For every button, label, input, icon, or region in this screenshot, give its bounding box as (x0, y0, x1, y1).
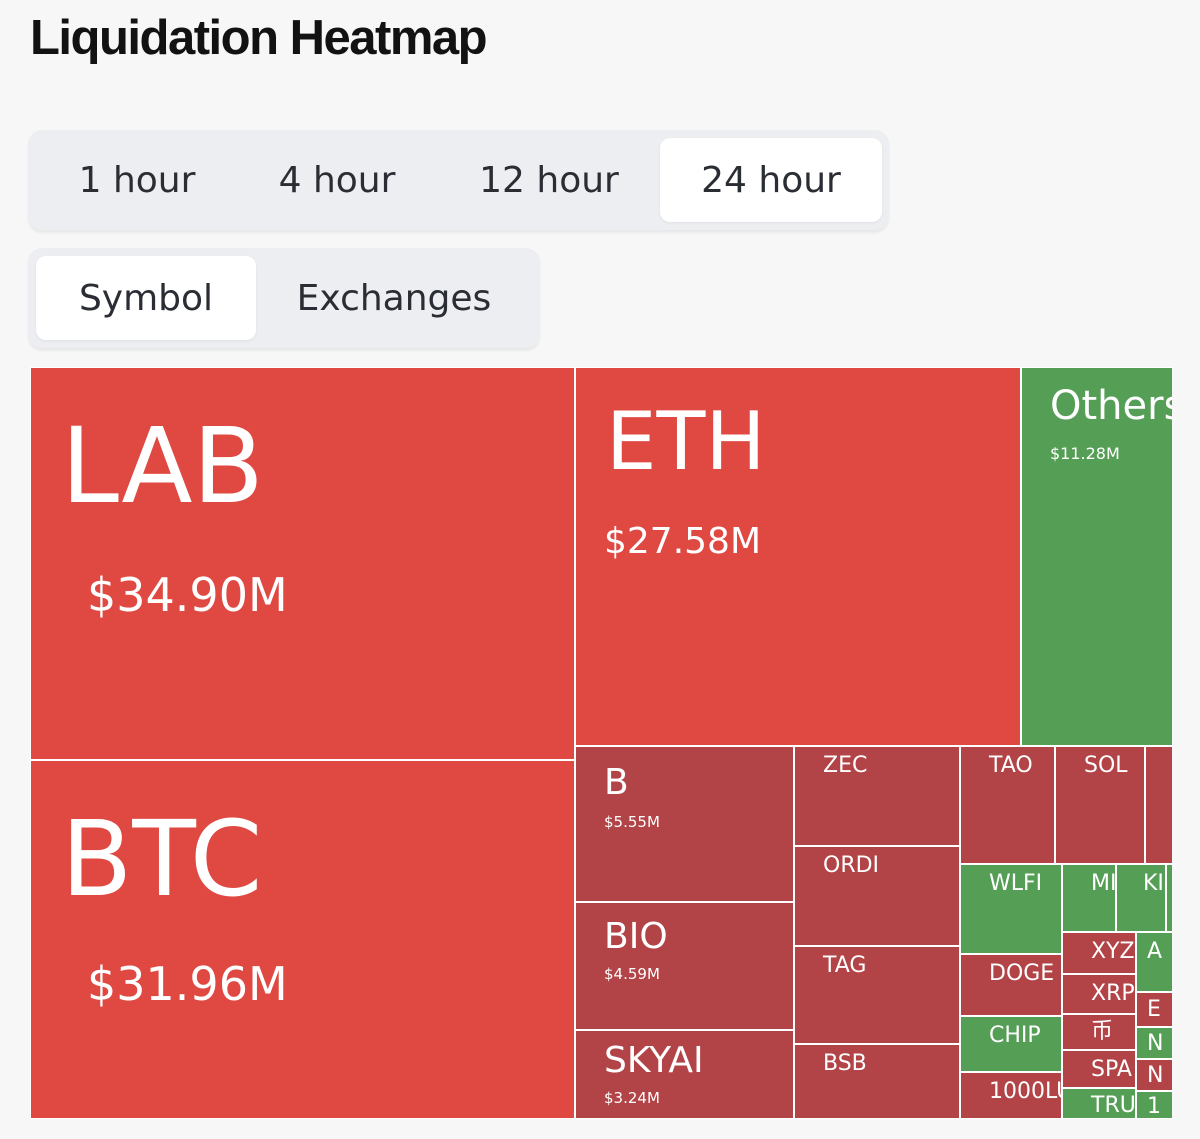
tile-symbol: CHIP (989, 1023, 1041, 1048)
tab-12-hour[interactable]: 12 hour (479, 159, 619, 201)
tile-symbol: TAO (989, 753, 1033, 778)
page-title: Liquidation Heatmap (30, 11, 488, 65)
tile-others[interactable]: Others $11.28M (1021, 367, 1172, 746)
tile-symbol: ORDI (823, 853, 880, 878)
tile-b[interactable]: B $5.55M (575, 746, 794, 902)
tile-wlfi[interactable]: WLFI (960, 864, 1062, 954)
tile-sol[interactable]: SOL (1055, 746, 1145, 864)
tile-symbol: N (1147, 1031, 1164, 1056)
tile-value: $34.90M (87, 568, 288, 622)
tile-symbol: KI (1143, 871, 1164, 896)
tile-mi[interactable]: MI (1062, 864, 1116, 932)
tab-exchanges[interactable]: Exchanges (296, 277, 492, 319)
tile-symbol: XRP (1091, 981, 1135, 1006)
tile-ordi[interactable]: ORDI (794, 846, 960, 946)
tile-xrp[interactable]: XRP (1062, 974, 1136, 1014)
tile-symbol: LAB (61, 405, 264, 527)
tile-xyz[interactable]: XYZ (1062, 932, 1136, 974)
liquidation-heatmap: LAB $34.90M BTC $31.96M ETH $27.58M Othe… (30, 367, 1172, 1119)
tile-symbol: SKYAI (604, 1040, 704, 1081)
time-range-tabs: 1 hour 4 hour 12 hour 24 hour (28, 130, 889, 230)
tile-symbol: ZEC (823, 753, 868, 778)
tile-unlabeled-2[interactable] (1166, 864, 1172, 932)
tile-symbol: A (1147, 939, 1163, 964)
tile-symbol: 1000LU (989, 1079, 1061, 1104)
tile-lab[interactable]: LAB $34.90M (30, 367, 575, 760)
tab-1-hour[interactable]: 1 hour (78, 159, 196, 201)
tile-value: $31.96M (87, 957, 288, 1011)
tile-1[interactable]: 1 (1136, 1091, 1172, 1119)
tile-ki[interactable]: KI (1116, 864, 1166, 932)
tile-btc[interactable]: BTC $31.96M (30, 760, 575, 1119)
tile-1000lu[interactable]: 1000LU (960, 1072, 1062, 1119)
tile-value: $27.58M (604, 521, 762, 562)
group-by-tabs: Symbol Exchanges (28, 248, 540, 348)
tile-eth[interactable]: ETH $27.58M (575, 367, 1021, 746)
tile-bi[interactable]: 币 (1062, 1014, 1136, 1050)
tile-symbol: BIO (604, 916, 668, 957)
tile-n-1[interactable]: N (1136, 1027, 1172, 1059)
tile-symbol: B (604, 762, 629, 803)
tile-tao[interactable]: TAO (960, 746, 1055, 864)
tile-symbol: BTC (61, 798, 263, 920)
tile-symbol: TRU (1091, 1093, 1136, 1118)
tile-symbol: 币 (1091, 1019, 1114, 1044)
tile-value: $5.55M (604, 813, 660, 831)
tile-a[interactable]: A (1136, 932, 1172, 992)
tile-symbol: SPA (1091, 1057, 1132, 1082)
tile-chip[interactable]: CHIP (960, 1016, 1062, 1072)
tile-symbol: WLFI (989, 871, 1043, 896)
tile-symbol: N (1147, 1063, 1164, 1088)
tile-bio[interactable]: BIO $4.59M (575, 902, 794, 1030)
tile-spa[interactable]: SPA (1062, 1050, 1136, 1088)
tile-symbol: MI (1091, 871, 1116, 896)
tile-skyai[interactable]: SKYAI $3.24M (575, 1030, 794, 1119)
tile-symbol: BSB (823, 1051, 867, 1076)
tile-value: $3.24M (604, 1089, 660, 1107)
tile-symbol: TAG (823, 953, 867, 978)
tile-symbol: 1 (1147, 1094, 1161, 1119)
tile-zec[interactable]: ZEC (794, 746, 960, 846)
tile-value: $11.28M (1050, 444, 1120, 463)
tile-tag[interactable]: TAG (794, 946, 960, 1044)
tile-unlabeled-1[interactable] (1145, 746, 1172, 864)
tile-symbol: DOGE (989, 961, 1055, 986)
tile-n-2[interactable]: N (1136, 1059, 1172, 1091)
tile-tru[interactable]: TRU (1062, 1088, 1136, 1119)
tile-symbol: Others (1050, 383, 1172, 429)
tile-bsb[interactable]: BSB (794, 1044, 960, 1119)
tile-symbol: XYZ (1091, 939, 1135, 964)
tile-symbol: ETH (606, 395, 766, 488)
tab-symbol[interactable]: Symbol (36, 256, 256, 340)
tile-value: $4.59M (604, 965, 660, 983)
tab-4-hour[interactable]: 4 hour (278, 159, 396, 201)
tile-e[interactable]: E (1136, 992, 1172, 1027)
tab-24-hour[interactable]: 24 hour (660, 138, 882, 222)
tile-doge[interactable]: DOGE (960, 954, 1062, 1016)
tile-symbol: E (1147, 997, 1161, 1022)
tile-symbol: SOL (1084, 753, 1128, 778)
